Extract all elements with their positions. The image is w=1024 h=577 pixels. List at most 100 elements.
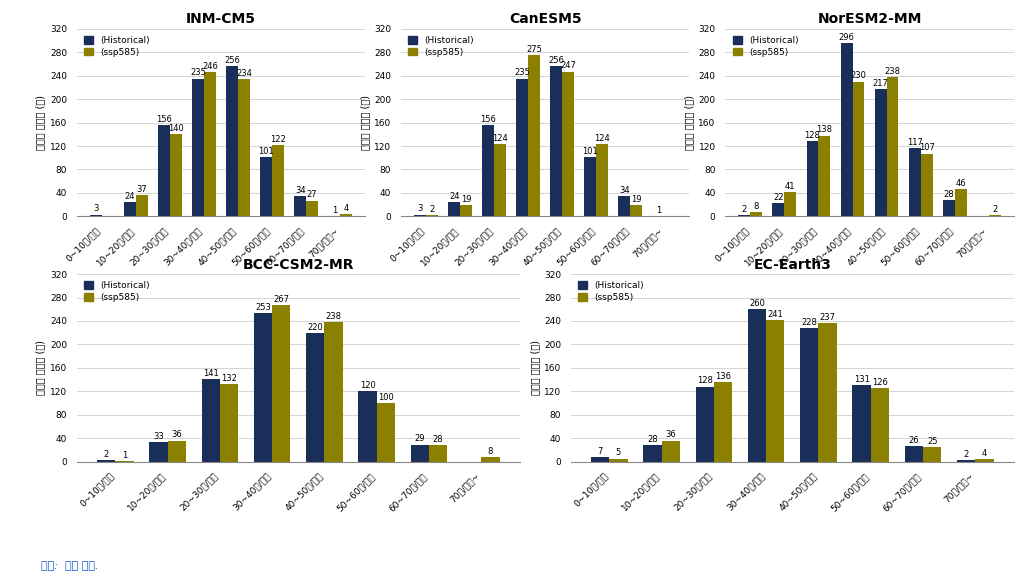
Text: 234: 234 xyxy=(237,69,252,78)
Bar xyxy=(449,203,460,216)
Title: BCC-CSM2-MR: BCC-CSM2-MR xyxy=(243,257,354,272)
Bar xyxy=(807,141,818,216)
Bar xyxy=(631,205,642,216)
Text: 238: 238 xyxy=(885,67,900,76)
Bar xyxy=(202,379,220,462)
Bar xyxy=(238,79,250,216)
Text: 1: 1 xyxy=(656,205,662,215)
Text: 37: 37 xyxy=(136,185,147,193)
Bar xyxy=(254,313,272,462)
Text: 126: 126 xyxy=(872,377,888,387)
Bar xyxy=(596,144,608,216)
Bar xyxy=(662,440,680,462)
Text: 267: 267 xyxy=(273,295,289,304)
Text: 7: 7 xyxy=(597,447,603,456)
Bar xyxy=(852,385,870,462)
Text: 8: 8 xyxy=(487,447,494,456)
Legend: (Historical), (ssp585): (Historical), (ssp585) xyxy=(730,33,801,59)
Text: 122: 122 xyxy=(270,134,286,144)
Text: 217: 217 xyxy=(872,79,889,88)
Text: 28: 28 xyxy=(647,435,657,444)
Bar xyxy=(818,323,837,462)
Legend: (Historical), (ssp585): (Historical), (ssp585) xyxy=(81,279,153,305)
Text: 235: 235 xyxy=(190,69,206,77)
Text: 100: 100 xyxy=(378,393,393,402)
Y-axis label: 고농도 빈도수 (일): 고농도 빈도수 (일) xyxy=(684,95,694,150)
Bar xyxy=(714,382,732,462)
Text: 46: 46 xyxy=(955,179,966,188)
Bar xyxy=(170,134,182,216)
Bar xyxy=(695,387,714,462)
Bar xyxy=(905,447,923,462)
Bar xyxy=(784,192,797,216)
Text: 241: 241 xyxy=(767,310,783,319)
Bar xyxy=(429,445,447,462)
Bar xyxy=(609,459,628,462)
Bar xyxy=(426,215,438,216)
Text: 4: 4 xyxy=(982,449,987,458)
Bar xyxy=(870,388,889,462)
Bar xyxy=(923,447,941,462)
Bar xyxy=(204,72,216,216)
Text: 4: 4 xyxy=(343,204,349,213)
Text: 117: 117 xyxy=(906,138,923,147)
Bar xyxy=(294,196,306,216)
Text: 131: 131 xyxy=(854,374,869,384)
Legend: (Historical), (ssp585): (Historical), (ssp585) xyxy=(575,279,647,305)
Bar xyxy=(738,215,751,216)
Bar xyxy=(460,205,472,216)
Text: 256: 256 xyxy=(224,56,240,65)
Text: 256: 256 xyxy=(549,56,564,65)
Text: 253: 253 xyxy=(255,303,271,312)
Text: 101: 101 xyxy=(258,147,274,156)
Text: 230: 230 xyxy=(851,72,866,80)
Text: 24: 24 xyxy=(449,192,460,201)
Text: 246: 246 xyxy=(202,62,218,71)
Text: 24: 24 xyxy=(125,192,135,201)
Bar xyxy=(414,215,426,216)
Text: 260: 260 xyxy=(750,299,765,308)
Bar xyxy=(766,320,784,462)
Text: 36: 36 xyxy=(171,430,182,439)
Bar xyxy=(800,328,818,462)
Bar xyxy=(272,305,291,462)
Bar xyxy=(116,461,133,462)
Bar xyxy=(495,144,506,216)
Text: 2: 2 xyxy=(429,205,434,214)
Text: 33: 33 xyxy=(153,432,164,441)
Bar xyxy=(943,200,954,216)
Text: 120: 120 xyxy=(359,381,376,390)
Text: 25: 25 xyxy=(927,437,937,446)
Bar xyxy=(528,55,541,216)
Bar xyxy=(643,445,662,462)
Text: 238: 238 xyxy=(326,312,342,321)
Text: 136: 136 xyxy=(715,372,731,381)
Text: 3: 3 xyxy=(93,204,98,213)
Text: 8: 8 xyxy=(754,201,759,211)
Text: 41: 41 xyxy=(785,182,796,191)
Bar xyxy=(921,153,933,216)
Bar xyxy=(908,148,921,216)
Text: 1: 1 xyxy=(122,451,127,460)
Text: 36: 36 xyxy=(666,430,676,439)
Bar xyxy=(90,215,101,216)
Bar xyxy=(748,309,766,462)
Text: 2: 2 xyxy=(964,450,969,459)
Bar xyxy=(751,212,762,216)
Bar xyxy=(516,78,528,216)
Text: 34: 34 xyxy=(620,186,630,195)
Bar xyxy=(482,125,495,216)
Bar xyxy=(841,43,853,216)
Text: 5: 5 xyxy=(615,448,622,458)
Text: 1: 1 xyxy=(332,205,337,215)
Text: 247: 247 xyxy=(560,62,577,70)
Text: 235: 235 xyxy=(514,69,530,77)
Text: 2: 2 xyxy=(992,205,997,214)
Bar xyxy=(306,201,318,216)
Bar xyxy=(220,384,239,462)
Text: 132: 132 xyxy=(221,374,237,383)
Bar xyxy=(340,214,352,216)
Text: 자료:  저자 작성.: 자료: 저자 작성. xyxy=(41,561,98,571)
Bar xyxy=(325,322,343,462)
Text: 3: 3 xyxy=(418,204,423,213)
